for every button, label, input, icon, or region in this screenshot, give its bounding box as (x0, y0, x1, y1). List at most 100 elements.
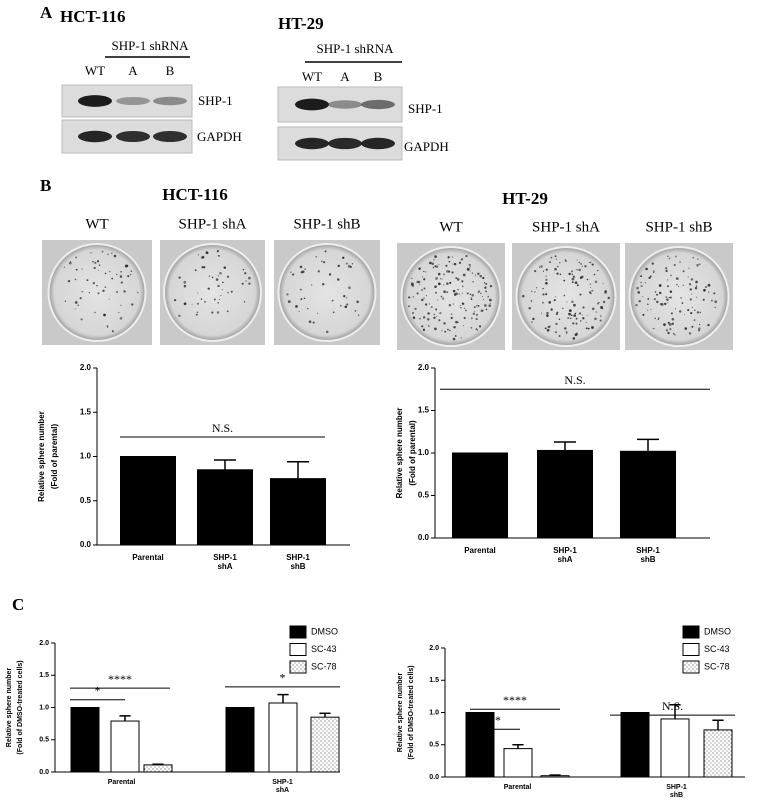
sphere (564, 258, 566, 261)
sphere (346, 297, 348, 299)
sphere (462, 273, 466, 277)
sphere (423, 278, 426, 281)
sphere (448, 260, 451, 263)
sphere (576, 259, 578, 261)
sphere (75, 268, 78, 271)
sphere (528, 306, 531, 310)
sphere (577, 269, 579, 271)
sphere (446, 291, 449, 294)
sphere (714, 300, 718, 304)
sphere (447, 270, 451, 273)
sphere (575, 317, 578, 320)
sphere (463, 316, 466, 320)
sphere (713, 292, 716, 295)
sphere (306, 307, 309, 310)
sphere (472, 280, 474, 283)
sphere (227, 291, 229, 294)
sphere (668, 323, 672, 326)
lane-label: A (128, 63, 138, 78)
sphere (440, 295, 443, 298)
sphere (566, 301, 568, 303)
sphere (248, 282, 251, 285)
sphere (449, 329, 451, 332)
sphere (216, 250, 220, 253)
sphere (286, 293, 289, 296)
bar (620, 450, 676, 539)
sphere (74, 278, 77, 281)
sphere (124, 264, 128, 268)
sphere (408, 296, 411, 299)
sphere (480, 292, 482, 295)
spheres (635, 255, 718, 336)
sphere (208, 275, 210, 277)
sphere (427, 318, 430, 321)
sphere (191, 304, 193, 306)
sphere (637, 291, 641, 294)
sphere (120, 304, 122, 306)
sphere (585, 321, 587, 324)
sphere (347, 265, 351, 268)
sphere (664, 302, 667, 306)
sphere (437, 282, 441, 286)
legend-label: DMSO (704, 626, 731, 636)
sphere (220, 294, 222, 297)
sphere (459, 304, 461, 307)
sphere (665, 296, 668, 299)
sphere (469, 267, 471, 269)
y-tick-label: 1.5 (418, 406, 430, 415)
sphere (635, 303, 638, 307)
sphere (675, 255, 677, 258)
sphere (218, 298, 220, 300)
bar (537, 449, 593, 539)
sphere (665, 329, 669, 332)
sphere (63, 266, 66, 268)
sphere (640, 275, 643, 278)
y-tick-label: 0.5 (429, 742, 439, 749)
sphere (602, 300, 606, 304)
sphere (604, 292, 606, 294)
sphere (354, 310, 357, 312)
y-tick-label: 1.0 (80, 452, 92, 461)
sphere (578, 268, 582, 272)
legend-swatch (289, 643, 307, 656)
sphere (571, 277, 575, 281)
sphere (351, 263, 354, 265)
sphere (101, 250, 104, 253)
sphere (649, 275, 652, 278)
sphere (568, 309, 572, 313)
band-label: GAPDH (197, 129, 242, 144)
sphere (331, 299, 334, 302)
sphere (687, 276, 689, 278)
sphere (462, 324, 465, 327)
sphere (602, 283, 604, 285)
sphere (477, 304, 480, 307)
sphere (462, 285, 464, 288)
sphere (111, 252, 113, 254)
sphere (433, 313, 436, 316)
sphere (102, 289, 105, 292)
blot-band (78, 95, 112, 107)
sphere (695, 280, 698, 284)
sphere (197, 254, 200, 256)
sphere (582, 317, 585, 320)
sphere (412, 296, 414, 298)
sphere (483, 282, 486, 284)
sphere (647, 309, 649, 311)
sphere (427, 325, 430, 327)
sphere (569, 317, 572, 320)
blot-band (295, 98, 329, 111)
sphere (692, 256, 695, 259)
sphere (570, 314, 573, 317)
sphere (586, 278, 589, 281)
sphere (582, 314, 584, 316)
sphere (531, 321, 533, 323)
sphere (449, 281, 452, 284)
sphere (422, 316, 426, 319)
dish (515, 246, 617, 347)
sphere (91, 252, 93, 254)
sphere (564, 327, 567, 330)
sphere (304, 268, 306, 271)
sphere (473, 306, 476, 309)
sphere (667, 331, 670, 335)
x-tick-label: SHP-1 shB (636, 546, 660, 564)
